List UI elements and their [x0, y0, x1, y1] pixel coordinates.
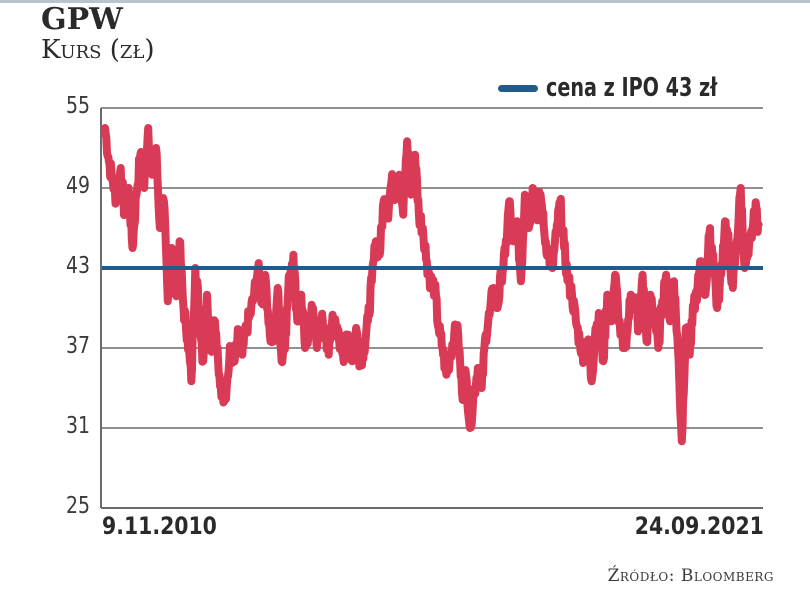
y-tick-49: 49: [65, 173, 90, 199]
x-label-end: 24.09.2021: [634, 512, 764, 540]
chart-subtitle: Kurs (zł): [41, 35, 155, 65]
legend-label-ipo: cena z IPO 43 zł: [546, 73, 718, 103]
y-tick-55: 55: [65, 93, 90, 119]
x-label-start: 9.11.2010: [102, 512, 217, 540]
y-tick-43: 43: [65, 253, 90, 279]
chart-title: GPW: [41, 2, 123, 37]
top-border: [0, 0, 810, 3]
source-note: Źródło: Bloomberg: [607, 566, 774, 586]
legend-swatch-ipo: [498, 84, 538, 92]
y-tick-31: 31: [65, 413, 90, 439]
y-tick-25: 25: [65, 493, 90, 519]
price-series-line: [101, 124, 763, 446]
y-tick-37: 37: [65, 333, 90, 359]
legend: cena z IPO 43 zł: [498, 68, 755, 108]
